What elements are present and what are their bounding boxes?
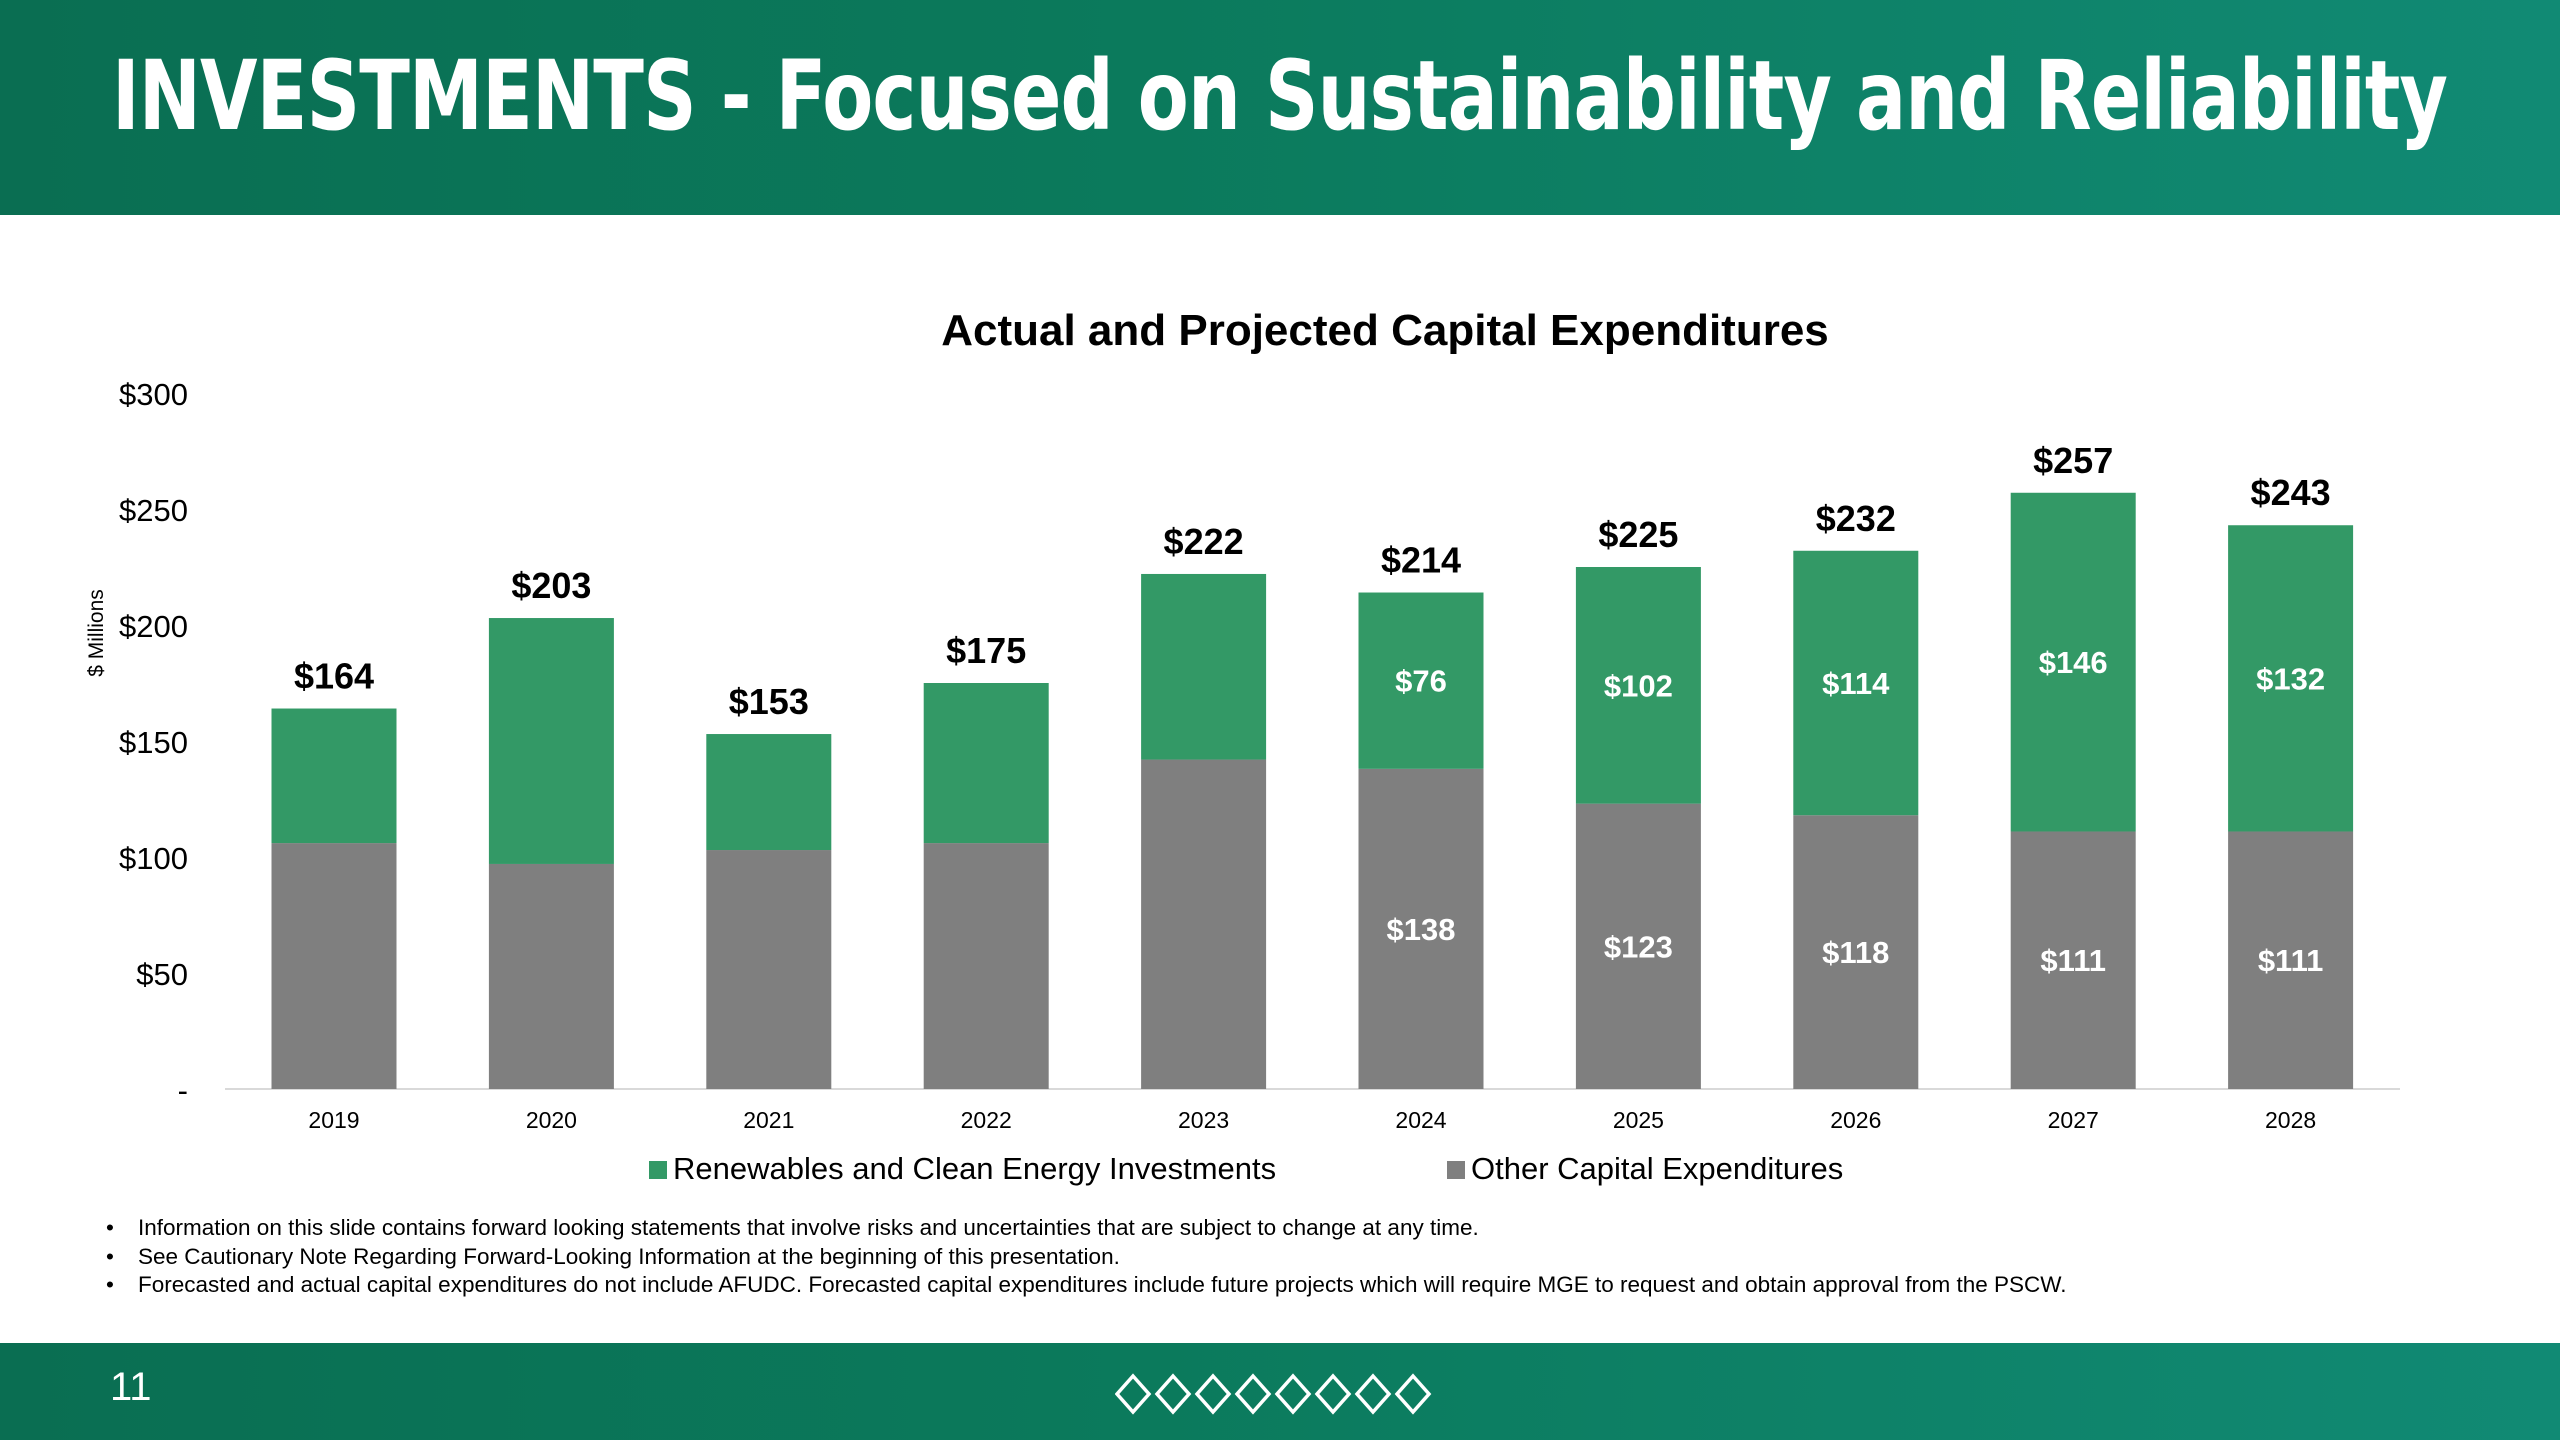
diamond-pattern-icon xyxy=(1115,1373,1432,1415)
footnote: Forecasted and actual capital expenditur… xyxy=(104,1271,2067,1300)
legend-label: Renewables and Clean Energy Investments xyxy=(673,1151,1276,1186)
bar-segment-renewables xyxy=(2228,525,2354,832)
capex-chart: Actual and Projected Capital Expenditure… xyxy=(85,306,2400,1186)
y-tick-label: - xyxy=(178,1073,188,1108)
bar-segment-other xyxy=(1575,803,1701,1089)
total-value-label: $225 xyxy=(1598,514,1678,555)
bar-segment-renewables xyxy=(488,618,614,864)
x-tick-label: 2025 xyxy=(1613,1107,1664,1133)
total-value-label: $153 xyxy=(729,681,809,722)
segment-value-label: $102 xyxy=(1604,668,1673,703)
y-tick-label: $100 xyxy=(119,841,188,876)
total-value-label: $203 xyxy=(511,565,591,606)
header-bar: INVESTMENTS - Focused on Sustainability … xyxy=(0,0,2560,215)
bar-segment-other xyxy=(488,863,614,1089)
x-tick-label: 2024 xyxy=(1395,1107,1446,1133)
segment-value-label: $76 xyxy=(1395,664,1447,699)
x-tick-label: 2026 xyxy=(1830,1107,1881,1133)
bar-segment-other xyxy=(2010,831,2136,1089)
bar-segment-renewables xyxy=(271,708,397,844)
x-tick-label: 2019 xyxy=(308,1107,359,1133)
bar-segment-renewables xyxy=(1575,567,1701,804)
bar-segment-other xyxy=(1793,815,1919,1089)
bar-segment-other xyxy=(1141,759,1267,1089)
bar-segment-other xyxy=(271,843,397,1089)
segment-value-label: $111 xyxy=(2258,943,2324,978)
total-value-label: $257 xyxy=(2033,440,2113,481)
segment-value-label: $132 xyxy=(2256,661,2325,696)
y-tick-label: $200 xyxy=(119,609,188,644)
bar-segment-renewables xyxy=(923,683,1049,844)
bar-segment-renewables xyxy=(1358,592,1484,769)
total-value-label: $232 xyxy=(1816,498,1896,539)
bar-segment-other xyxy=(706,850,832,1089)
page-number: 11 xyxy=(110,1365,152,1409)
x-tick-label: 2027 xyxy=(2048,1107,2099,1133)
footnote: Information on this slide contains forwa… xyxy=(104,1214,2067,1243)
segment-value-label: $118 xyxy=(1822,935,1889,970)
y-tick-label: $50 xyxy=(136,957,188,992)
segment-value-label: $138 xyxy=(1387,912,1456,947)
bar-segment-renewables xyxy=(1793,550,1919,816)
x-tick-label: 2028 xyxy=(2265,1107,2316,1133)
total-value-label: $175 xyxy=(946,630,1026,671)
total-value-label: $214 xyxy=(1381,540,1461,581)
footnote: See Cautionary Note Regarding Forward-Lo… xyxy=(104,1243,2067,1272)
x-tick-label: 2022 xyxy=(961,1107,1012,1133)
legend-swatch xyxy=(649,1161,667,1179)
legend-label: Other Capital Expenditures xyxy=(1471,1151,1843,1186)
total-value-label: $222 xyxy=(1164,521,1244,562)
x-tick-label: 2023 xyxy=(1178,1107,1229,1133)
bar-segment-renewables xyxy=(2010,492,2136,832)
chart-title: Actual and Projected Capital Expenditure… xyxy=(941,306,1829,355)
page-title: INVESTMENTS - Focused on Sustainability … xyxy=(112,40,2448,152)
bar-segment-other xyxy=(1358,768,1484,1089)
legend-swatch xyxy=(1447,1161,1465,1179)
y-tick-label: $250 xyxy=(119,493,188,528)
y-axis-title: $ Millions xyxy=(85,589,108,677)
segment-value-label: $111 xyxy=(2040,943,2106,978)
total-value-label: $243 xyxy=(2251,472,2331,513)
footnotes: Information on this slide contains forwa… xyxy=(104,1214,2067,1300)
bar-segment-other xyxy=(2228,831,2354,1089)
y-tick-label: $150 xyxy=(119,725,188,760)
bar-segment-renewables xyxy=(706,734,832,851)
x-tick-label: 2020 xyxy=(526,1107,577,1133)
bar-segment-renewables xyxy=(1141,573,1267,760)
bar-segment-other xyxy=(923,843,1049,1089)
x-tick-label: 2021 xyxy=(743,1107,794,1133)
segment-value-label: $146 xyxy=(2039,645,2108,680)
segment-value-label: $123 xyxy=(1604,929,1673,964)
segment-value-label: $114 xyxy=(1822,666,1890,701)
total-value-label: $164 xyxy=(294,656,374,697)
y-tick-label: $300 xyxy=(119,377,188,412)
